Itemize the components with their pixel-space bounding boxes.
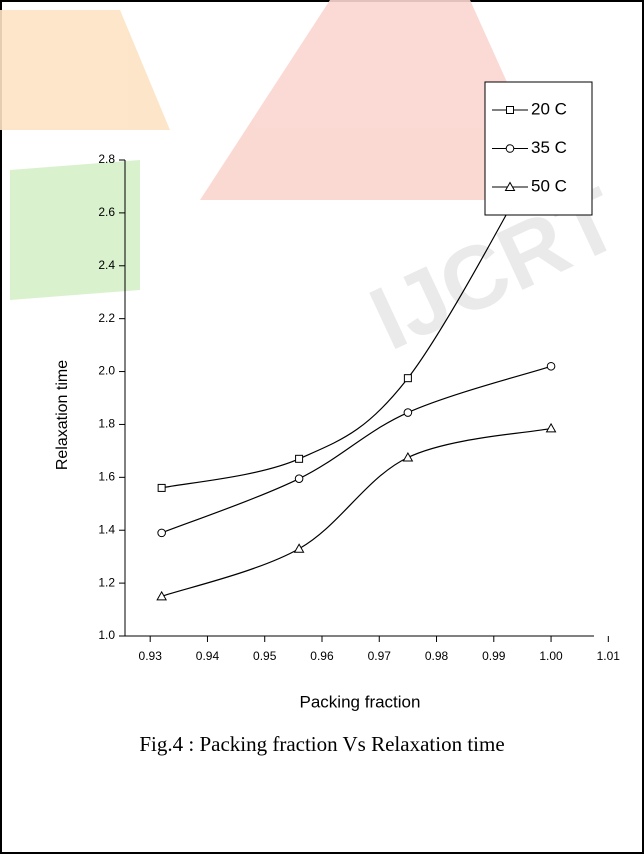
x-tick-label: 0.98	[425, 649, 449, 663]
marker	[156, 590, 168, 601]
marker	[294, 474, 304, 483]
y-tick-label: 1.0	[98, 628, 115, 642]
marker	[403, 374, 412, 383]
x-tick-label: 0.96	[310, 649, 334, 663]
marker	[545, 422, 557, 433]
line	[161, 427, 552, 597]
x-tick-label: 0.97	[368, 649, 392, 663]
plot-area	[156, 150, 557, 601]
legend-label: 50 C	[531, 176, 567, 195]
marker	[546, 361, 556, 371]
marker	[157, 483, 166, 492]
legend-label: 35 C	[531, 138, 567, 157]
marker	[504, 181, 516, 191]
x-tick-label: 0.95	[253, 649, 277, 663]
marker	[293, 543, 305, 553]
x-tick-label: 1.01	[597, 649, 621, 663]
caption: Fig.4 : Packing fraction Vs Relaxation t…	[139, 732, 504, 756]
line	[161, 150, 543, 489]
y-tick-label: 1.8	[98, 417, 115, 431]
y-tick-label: 2.8	[98, 152, 115, 166]
x-tick-label: 1.00	[539, 649, 563, 663]
x-tick-label: 0.94	[196, 649, 220, 663]
x-tick-label: 0.93	[139, 649, 163, 663]
line	[161, 365, 552, 534]
y-tick-label: 1.4	[98, 522, 115, 536]
y-axis-label: Relaxation time	[54, 360, 71, 470]
marker	[295, 454, 304, 463]
y-tick-label: 2.2	[98, 311, 115, 325]
legend-label: 20 C	[531, 99, 567, 118]
marker	[402, 451, 414, 462]
y-tick-label: 1.6	[98, 470, 115, 484]
x-tick-label: 0.99	[482, 649, 506, 663]
y-tick-label: 2.0	[98, 364, 115, 378]
marker	[505, 144, 515, 153]
x-axis-label: Packing fraction	[300, 692, 421, 711]
marker	[157, 528, 166, 538]
marker	[506, 106, 514, 114]
y-tick-label: 2.6	[98, 205, 115, 219]
y-tick-label: 1.2	[98, 575, 115, 589]
marker	[403, 408, 413, 417]
y-tick-label: 2.4	[98, 258, 115, 272]
